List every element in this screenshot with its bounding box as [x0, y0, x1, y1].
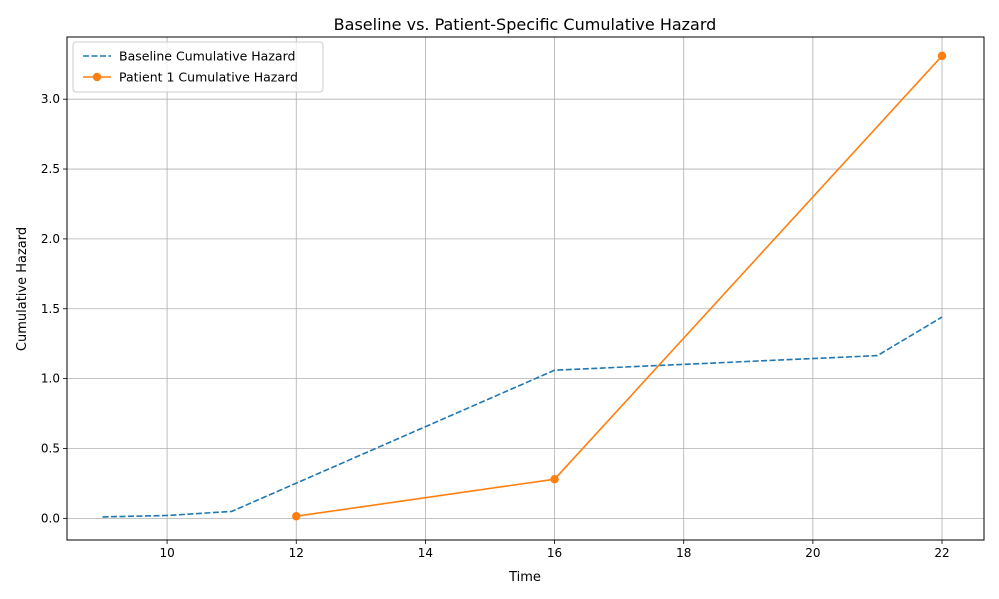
- grid: [67, 37, 984, 540]
- y-tick-label: 3.0: [41, 92, 60, 106]
- x-tick-label: 10: [159, 546, 174, 560]
- y-tick-label: 2.0: [41, 232, 60, 246]
- patient-1-point: [292, 512, 301, 521]
- series-layer: [102, 51, 947, 521]
- x-tick-label: 18: [676, 546, 691, 560]
- y-axis-label: Cumulative Hazard: [15, 227, 30, 351]
- y-tick-label: 0.0: [41, 511, 60, 525]
- legend: Baseline Cumulative Hazard Patient 1 Cumu…: [72, 41, 324, 93]
- baseline-line: [102, 316, 943, 518]
- baseline-legend-label: Baseline Cumulative Hazard: [119, 49, 295, 64]
- y-tick-label: 0.5: [41, 441, 60, 455]
- plot-frame: [66, 36, 985, 541]
- x-tick-label: 22: [934, 546, 949, 560]
- y-tick-label: 1.0: [41, 372, 60, 386]
- patient-1-legend-label: Patient 1 Cumulative Hazard: [119, 70, 298, 85]
- x-tick-label: 12: [289, 546, 304, 560]
- patient-1-legend-marker: [92, 72, 102, 82]
- y-tick-label: 1.5: [41, 302, 60, 316]
- x-tick-label: 16: [547, 546, 562, 560]
- y-tick-label: 2.5: [41, 162, 60, 176]
- patient-1-point: [937, 51, 947, 61]
- chart-title: Baseline vs. Patient-Specific Cumulative…: [334, 15, 717, 34]
- x-tick-label: 20: [805, 546, 820, 560]
- y-axis: 0.0 0.5 1.0 1.5 2.0 2.5 3.0: [41, 92, 67, 525]
- x-axis: 10 12 14 16 18 20 22: [159, 540, 950, 560]
- legend-box: [72, 41, 324, 93]
- x-tick-label: 14: [418, 546, 433, 560]
- x-axis-label: Time: [508, 570, 541, 585]
- patient-1-point: [550, 475, 559, 484]
